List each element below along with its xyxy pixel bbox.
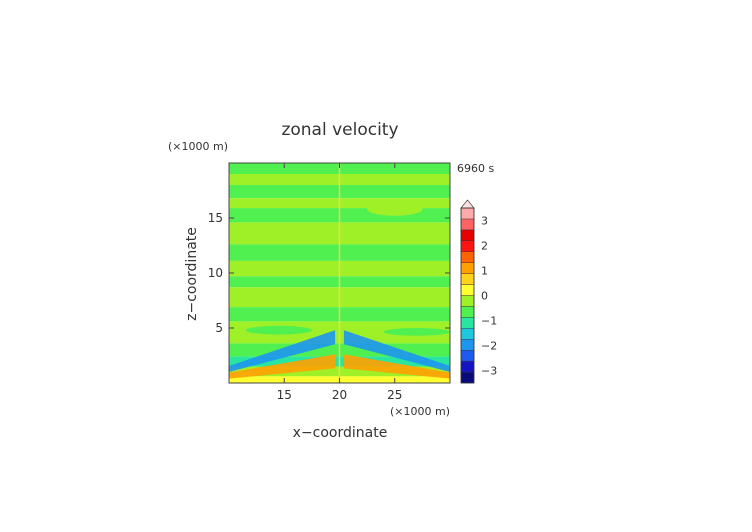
x-tick-label: 15 [277,388,292,402]
colorbar-tick-label: −3 [481,365,497,378]
y-axis-label: z−coordinate [184,227,200,321]
x-tick-label: 20 [332,388,347,402]
colorbar-swatch [460,207,475,220]
colorbar-swatch [460,371,475,384]
colorbar-swatch [460,317,475,329]
colorbar-swatch [460,306,475,318]
colorbar-swatch [460,360,475,373]
x-axis-label: x−coordinate [293,425,388,441]
contour-feature [343,354,450,379]
x-tick-label: 25 [387,388,402,402]
colorbar-swatch [460,328,475,340]
colorbar-swatch [460,251,475,263]
colorbar-swatch [460,349,475,362]
colorbar-swatch [460,262,475,274]
y-tick-label: 15 [208,211,223,225]
colorbar-tick-label: −1 [481,315,497,328]
colorbar-swatch [460,273,475,285]
colorbar-swatch [460,240,475,252]
colorbar-tick-label: 3 [481,215,488,228]
colorbar-tick-label: 0 [481,290,488,303]
colorbar-swatch [460,229,475,242]
contour-feature [245,325,312,335]
colorbar-tick-label: 1 [481,265,488,278]
plot-area: 15 20 25 5 10 15 [208,162,451,402]
contour-feature [229,330,336,372]
y-tick-label: 5 [215,321,223,335]
colorbar-swatch [460,295,475,307]
contour-feature [343,330,450,372]
colorbar-swatch [460,339,475,351]
colorbar: 3 2 1 0 −1 −2 −3 [460,199,497,384]
contour-feature [367,202,423,216]
colorbar-tick-label: 2 [481,240,488,253]
y-axis-unit: (×1000 m) [168,140,228,153]
colorbar-swatch [460,218,475,231]
chart-title: zonal velocity [281,120,398,140]
contour-field [229,163,450,383]
y-tick-label: 10 [208,266,223,280]
colorbar-frame [460,207,475,384]
colorbar-swatch [460,284,475,296]
contour-feature [229,354,336,379]
colorbar-extend-arrow [460,199,475,209]
x-axis-unit: (×1000 m) [390,405,450,418]
contour-feature [383,328,450,336]
colorbar-tick-label: −2 [481,340,497,353]
time-label: 6960 s [457,162,494,175]
